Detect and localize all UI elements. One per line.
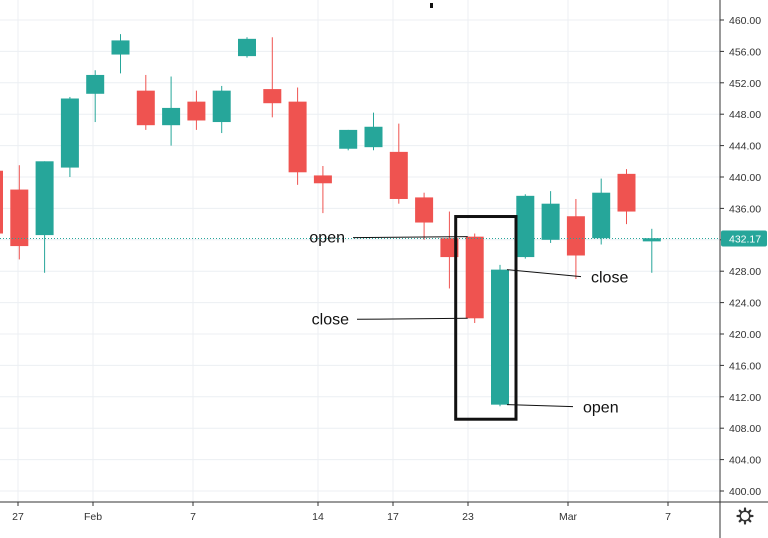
annotation-label: close [312,311,349,328]
candle [187,90,206,130]
candle-body [187,101,206,121]
candle [389,123,408,204]
candle [162,76,181,146]
y-tick-label: 416.00 [729,360,761,372]
annotation-label: open [583,400,619,417]
candle-body [592,192,611,239]
candle [10,165,29,260]
candle [642,228,661,273]
candle [0,170,3,234]
candle-body [516,195,535,258]
candle-body [212,90,231,123]
candle-body [263,89,282,104]
candle-body [541,203,560,240]
candle-body [566,216,585,256]
annotation-leader [356,317,468,320]
annotation-leader [506,269,582,278]
candle-body [162,107,181,126]
annotations: open close close open [309,215,628,421]
candle [288,87,307,185]
annotation-leader [506,404,574,408]
annotation-label: close [591,270,628,287]
candle-body [440,238,459,258]
candle [516,194,535,259]
candle-body [136,90,155,126]
candle-body [415,197,434,223]
candle [212,85,231,134]
y-tick-label: 424.00 [729,298,761,310]
candle-body [35,161,54,236]
price-axis[interactable]: 400.00 404.00 408.00 412.00 416.00 420.00 424.… [720,15,761,498]
y-tick-label: 436.00 [729,203,761,215]
candle [86,70,105,123]
candle [415,192,434,240]
annotation-label: open [309,230,345,247]
x-tick-label: 7 [190,511,196,523]
candle [566,198,585,280]
y-tick-label: 400.00 [729,486,761,498]
y-tick-label: 412.00 [729,392,761,404]
y-tick-label: 444.00 [729,141,761,153]
candle [313,166,332,214]
x-tick-label: 17 [387,511,399,523]
candle-body [465,236,484,319]
x-tick-label: Feb [84,511,102,523]
y-tick-label: 428.00 [729,266,761,278]
y-tick-label: 460.00 [729,15,761,27]
candle [339,129,358,151]
x-tick-label: Mar [559,511,578,523]
candle [60,96,79,177]
candle-body [10,189,29,247]
y-tick-label: 404.00 [729,455,761,467]
candle [111,34,130,74]
y-tick-label: 440.00 [729,172,761,184]
candle-body [111,40,130,55]
candle [35,161,54,273]
candles [0,34,661,407]
last-price-tag: 432.17 [721,230,767,247]
candle-body [364,126,383,148]
gear-hub [739,510,751,522]
grid-lines [0,0,720,502]
annotation-leader [352,236,468,239]
y-tick-label: 420.00 [729,329,761,341]
settings-gear-icon[interactable] [736,507,754,525]
highlight-box [454,215,518,421]
candle [491,264,509,407]
candle-body [60,98,79,168]
candle [465,233,484,324]
candle [592,178,611,245]
candle-body [288,101,307,173]
x-tick-label: 23 [462,511,474,523]
candle-body [313,175,332,184]
candle [263,37,282,118]
candle [238,37,256,58]
candle-body [0,170,3,234]
candle [136,74,155,130]
x-tick-label: 7 [665,511,671,523]
x-tick-label: 27 [12,511,24,523]
candle-body [617,173,636,212]
candle-body [86,74,105,94]
top-mark [430,3,433,8]
y-tick-label: 408.00 [729,423,761,435]
y-tick-label: 448.00 [729,109,761,121]
candle [617,169,636,225]
time-axis[interactable]: 27 Feb 7 14 17 23 Mar 7 [12,502,671,523]
y-tick-label: 456.00 [729,46,761,58]
candle [364,112,383,151]
candle-body [642,238,661,242]
y-tick-label: 452.00 [729,78,761,90]
candle-body [339,129,358,149]
candle-body [238,38,256,57]
candle-body [491,269,509,405]
candle [440,211,459,289]
candle-body [389,151,408,199]
candle [541,191,560,243]
last-price-label: 432.17 [729,233,761,245]
x-tick-label: 14 [312,511,324,523]
